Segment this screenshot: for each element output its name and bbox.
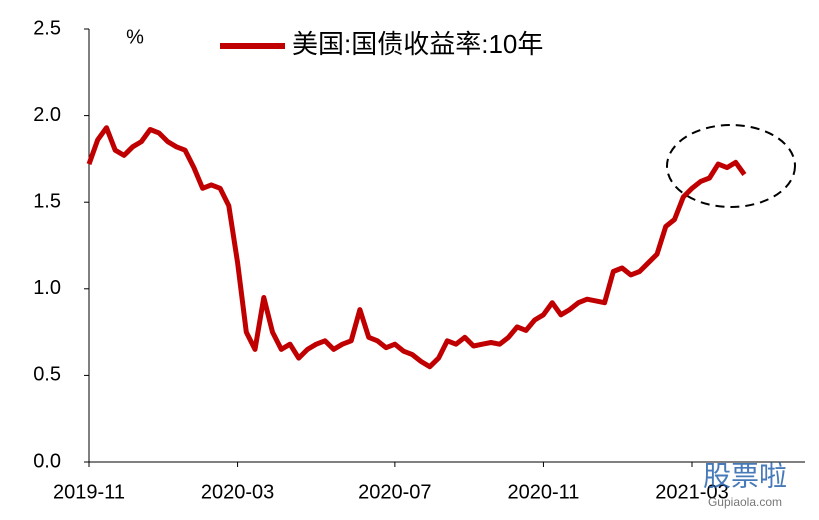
y-tick-label: 0.0 bbox=[33, 450, 61, 472]
watermark: 股票啦 bbox=[703, 460, 787, 491]
watermark: Gupiaola.com bbox=[708, 495, 782, 509]
y-tick-label: 1.5 bbox=[33, 190, 61, 212]
highlight-ellipse bbox=[666, 124, 796, 208]
x-tick-label: 2020-03 bbox=[201, 481, 274, 503]
series-line bbox=[86, 125, 747, 370]
y-tick-label: 0.5 bbox=[33, 364, 61, 386]
x-tick-label: 2020-11 bbox=[507, 481, 579, 503]
y-tick-label: 2.5 bbox=[33, 17, 61, 39]
x-tick-label: 2021-03 bbox=[655, 481, 728, 503]
y-tick-label: 2.0 bbox=[33, 104, 61, 126]
y-tick-label: 1.0 bbox=[33, 277, 61, 299]
x-tick-label: 2019-11 bbox=[53, 481, 125, 503]
x-tick-label: 2020-07 bbox=[358, 481, 431, 503]
y-unit: % bbox=[126, 26, 144, 48]
legend-label: 美国:国债收益率:10年 bbox=[292, 29, 543, 59]
